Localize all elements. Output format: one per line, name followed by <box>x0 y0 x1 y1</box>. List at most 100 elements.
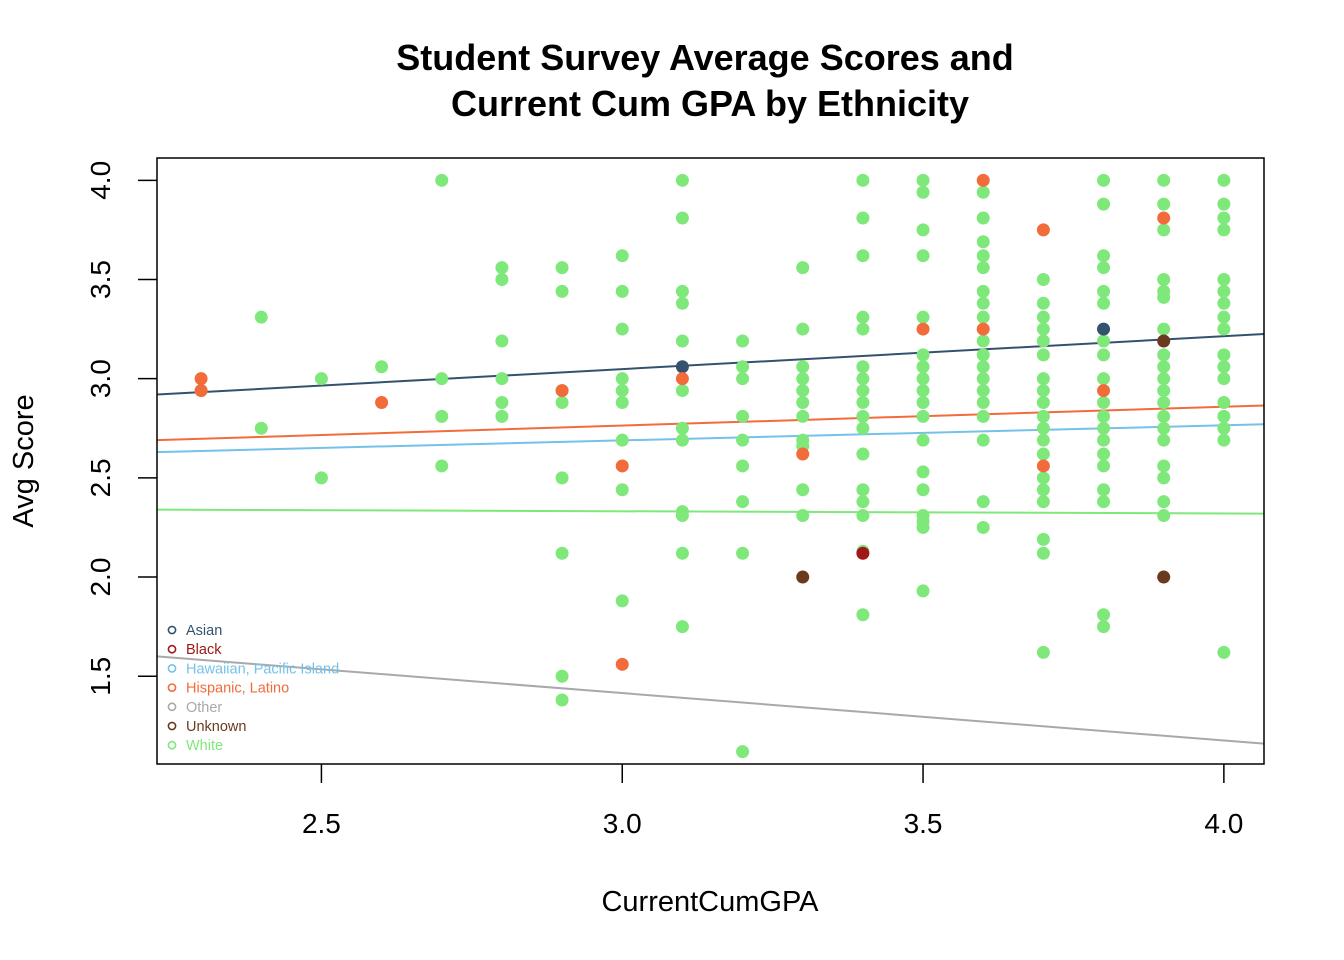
point-hispanic-latino <box>1036 459 1050 473</box>
x-axis: 2.5 3.0 3.5 4.0 <box>302 764 1243 839</box>
point-white <box>1097 409 1111 423</box>
point-white <box>1157 290 1171 304</box>
point-white <box>1217 421 1231 435</box>
point-white <box>796 483 810 497</box>
point-white <box>1036 334 1050 348</box>
point-white <box>916 384 930 398</box>
point-white <box>495 409 509 423</box>
point-white <box>1217 395 1231 409</box>
point-white <box>675 546 689 560</box>
point-white <box>555 261 569 275</box>
point-white <box>1036 433 1050 447</box>
point-white <box>916 395 930 409</box>
point-white <box>976 495 990 509</box>
point-white <box>916 483 930 497</box>
point-white <box>856 173 870 187</box>
point-asian <box>1097 322 1111 336</box>
point-white <box>1036 348 1050 362</box>
point-white <box>976 372 990 386</box>
point-white <box>1157 471 1171 485</box>
point-white <box>916 310 930 324</box>
point-white <box>675 334 689 348</box>
point-white <box>675 211 689 225</box>
point-white <box>1097 173 1111 187</box>
point-white <box>1097 447 1111 461</box>
point-white <box>1036 409 1050 423</box>
point-white <box>1097 395 1111 409</box>
point-white <box>1036 447 1050 461</box>
trend-line-asian <box>156 333 1265 396</box>
point-hispanic-latino <box>615 657 629 671</box>
chart-title-line-2: Current Cum GPA by Ethnicity <box>451 83 969 124</box>
point-white <box>1097 433 1111 447</box>
x-tick-label: 4.0 <box>1204 808 1243 839</box>
legend-entry: Other <box>186 700 222 716</box>
point-white <box>1157 421 1171 435</box>
point-white <box>916 173 930 187</box>
point-white <box>856 384 870 398</box>
point-white <box>1217 409 1231 423</box>
point-white <box>976 395 990 409</box>
point-white <box>796 409 810 423</box>
point-white <box>916 372 930 386</box>
point-white <box>1157 509 1171 523</box>
point-white <box>1157 395 1171 409</box>
point-white <box>1157 322 1171 336</box>
point-white <box>495 334 509 348</box>
point-white <box>1157 360 1171 374</box>
y-tick-label: 1.5 <box>85 657 116 696</box>
point-hispanic-latino <box>916 322 930 336</box>
point-white <box>856 322 870 336</box>
point-white <box>856 509 870 523</box>
point-white <box>976 348 990 362</box>
legend-entry: Asian <box>186 623 222 639</box>
point-white <box>1097 348 1111 362</box>
trend-line-white <box>156 508 1265 515</box>
y-axis: 1.5 2.0 2.5 3.0 3.5 4.0 <box>85 161 157 696</box>
point-white <box>736 409 750 423</box>
point-white <box>1097 421 1111 435</box>
point-white <box>555 395 569 409</box>
trend-line-other <box>156 655 1265 745</box>
point-white <box>736 495 750 509</box>
point-white <box>375 360 389 374</box>
x-axis-label: CurrentCumGPA <box>601 886 819 918</box>
point-white <box>856 211 870 225</box>
point-white <box>916 249 930 263</box>
point-white <box>615 284 629 298</box>
point-white <box>555 669 569 683</box>
point-white <box>615 594 629 608</box>
point-white <box>615 384 629 398</box>
point-white <box>1157 197 1171 211</box>
x-tick-label: 3.0 <box>603 808 642 839</box>
point-white <box>435 372 449 386</box>
point-white <box>314 372 328 386</box>
plot-frame <box>156 157 1265 765</box>
point-white <box>1157 409 1171 423</box>
point-white <box>675 296 689 310</box>
point-white <box>916 223 930 237</box>
point-white <box>1217 322 1231 336</box>
point-white <box>555 471 569 485</box>
y-tick-label: 3.5 <box>85 260 116 299</box>
point-white <box>675 173 689 187</box>
point-white <box>1217 272 1231 286</box>
point-hispanic-latino <box>1097 384 1111 398</box>
legend-entry: Unknown <box>186 719 246 735</box>
point-white <box>1217 360 1231 374</box>
trend-line-hispanic-latino <box>156 404 1265 442</box>
point-white <box>1036 322 1050 336</box>
point-white <box>1097 372 1111 386</box>
point-white <box>555 693 569 707</box>
y-axis-label: Avg Score <box>8 394 40 527</box>
point-white <box>495 272 509 286</box>
point-white <box>1157 272 1171 286</box>
point-white <box>555 284 569 298</box>
legend-marker <box>167 644 177 654</box>
point-white <box>976 249 990 263</box>
legend-marker <box>167 702 177 712</box>
point-white <box>1217 372 1231 386</box>
point-white <box>856 421 870 435</box>
y-tick-label: 3.0 <box>85 359 116 398</box>
point-hispanic-latino <box>675 372 689 386</box>
